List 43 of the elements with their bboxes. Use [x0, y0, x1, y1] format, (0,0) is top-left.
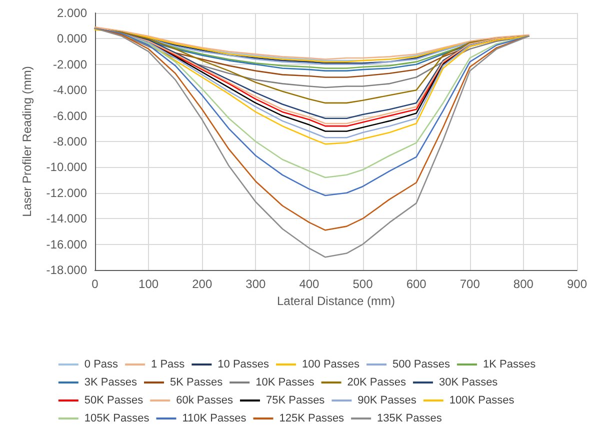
legend-label: 10K Passes — [256, 376, 315, 388]
y-tick-label: -6.000 — [52, 108, 88, 123]
x-tick-label: 900 — [566, 277, 588, 291]
x-tick-label: 600 — [406, 277, 427, 291]
y-tick-label: -8.000 — [52, 134, 88, 148]
legend-label: 20K Passes — [347, 376, 406, 388]
y-tick-label: -10.000 — [46, 160, 88, 174]
x-tick-label: 100 — [138, 277, 159, 291]
x-tick-label: 400 — [299, 277, 320, 291]
x-tick-label: 500 — [352, 277, 374, 291]
legend-label: 1 Pass — [151, 358, 186, 370]
y-axis-title: Laser Profiler Reading (mm) — [20, 66, 34, 217]
x-tick-label: 700 — [460, 277, 480, 291]
legend-label: 3K Passes — [84, 376, 138, 388]
legend-label: 135K Passes — [377, 412, 442, 424]
y-tick-label: -16.000 — [46, 237, 88, 252]
legend-label: 110K Passes — [182, 412, 247, 424]
y-tick-label: -12.000 — [46, 186, 88, 200]
legend-label: 90K Passes — [358, 394, 417, 406]
legend-label: 500 Passes — [392, 358, 450, 370]
legend-label: 100 Passes — [302, 358, 360, 370]
y-tick-label: 0.000 — [56, 32, 88, 46]
legend-label: 75K Passes — [266, 394, 326, 406]
y-tick-label: -4.000 — [52, 83, 88, 98]
x-tick-label: 200 — [192, 277, 212, 291]
legend-label: 100K Passes — [449, 394, 515, 406]
y-tick-label: -14.000 — [46, 212, 88, 226]
x-tick-label: 0 — [92, 277, 99, 291]
legend-label: 50K Passes — [84, 394, 144, 406]
x-axis-title: Lateral Distance (mm) — [276, 294, 396, 308]
legend-label: 5K Passes — [170, 376, 224, 388]
legend-label: 60k Passes — [176, 394, 234, 406]
legend-label: 0 Pass — [84, 358, 119, 370]
legend-label: 125K Passes — [279, 412, 345, 424]
y-tick-label: -18.000 — [46, 263, 88, 277]
legend-label: 1K Passes — [483, 358, 536, 370]
legend-label: 105K Passes — [84, 412, 150, 424]
y-tick-label: 2.000 — [56, 6, 88, 20]
x-tick-label: 800 — [513, 277, 534, 291]
legend-label: 10 Passes — [218, 358, 270, 370]
x-tick-label: 300 — [246, 277, 266, 291]
legend-label: 30K Passes — [438, 376, 498, 388]
y-tick-label: -2.000 — [52, 57, 88, 72]
